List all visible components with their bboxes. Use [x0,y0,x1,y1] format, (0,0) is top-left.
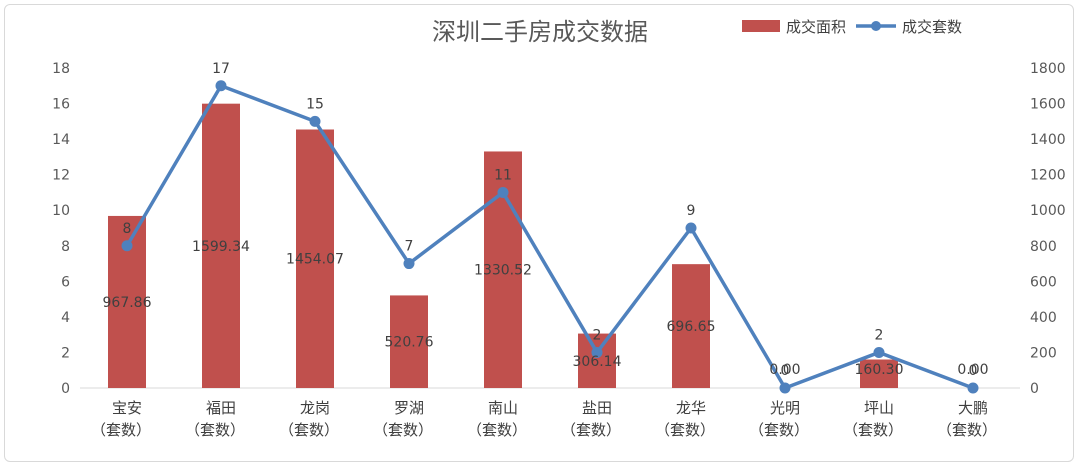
right-tick-label: 1200 [1030,168,1066,184]
line-series [121,80,979,394]
chart-title: 深圳二手房成交数据 [432,18,648,46]
bar-value-label: 0.00 [957,362,988,378]
bar [672,264,710,388]
category-sublabel: （套数） [561,421,621,439]
left-tick-label: 2 [61,345,70,361]
left-tick-label: 8 [61,239,70,255]
right-tick-label: 600 [1030,274,1057,290]
line-point [591,346,603,358]
bar-value-label: 696.65 [667,319,716,335]
bar-value-label: 0.00 [769,362,800,378]
right-tick-label: 0 [1030,381,1039,397]
left-tick-label: 4 [61,310,70,326]
bar-value-label: 967.86 [103,295,152,311]
legend-line-label: 成交套数 [902,18,962,36]
category-labels: 宝安 （套数） 福田 （套数） 龙岗 （套数） 罗湖 （套数） 南山 （套数） 盐田 （套数） 龙华 （套… [91,399,997,439]
line-value-label: 7 [405,239,414,255]
category-label: 龙华 [676,399,706,417]
series-line [125,84,974,390]
line-point [967,382,979,394]
right-tick-label: 1000 [1030,203,1066,219]
legend-bar-label: 成交面积 [786,18,846,36]
line-value-label: 2 [875,327,884,343]
line-value-label: 17 [212,61,230,77]
category-label: 宝安 [112,399,142,417]
right-tick-label: 800 [1030,239,1057,255]
left-tick-label: 18 [52,61,70,77]
category-sublabel: （套数） [937,421,997,439]
category-sublabel: （套数） [843,421,903,439]
category-sublabel: （套数） [185,421,245,439]
right-tick-label: 1400 [1030,132,1066,148]
line-point [309,115,321,127]
bar [296,129,334,389]
left-axis: 0 2 4 6 8 10 12 14 16 18 [52,61,70,397]
bar [860,359,898,388]
left-tick-label: 12 [52,168,70,184]
category-sublabel: （套数） [655,421,715,439]
left-tick-label: 14 [52,132,70,148]
line-point [215,80,227,92]
line-value-label: 0 [969,363,978,379]
category-label: 光明 [770,399,800,417]
category-label: 大鹏 [958,399,988,417]
line-point [779,382,791,394]
category-label: 龙岗 [300,399,330,417]
legend-line-marker [871,21,881,31]
bar-value-label: 520.76 [385,335,434,351]
line-point [873,346,885,358]
legend-bar-swatch [742,20,780,32]
data-labels: 967.86 1599.34 1454.07 520.76 1330.52 306.14 6… [103,61,989,379]
category-label: 南山 [488,399,518,417]
bar-value-label: 160.30 [855,362,904,378]
bar-value-label: 306.14 [573,354,622,370]
bar-value-label: 1599.34 [192,239,250,255]
category-sublabel: （套数） [467,421,527,439]
line-point [403,258,415,270]
line-value-label: 2 [593,327,602,343]
right-tick-label: 1800 [1030,61,1066,77]
left-tick-label: 0 [61,381,70,397]
category-label: 坪山 [864,399,894,417]
right-axis: 0 200 400 600 800 1000 1200 1400 1600 1800 [1030,61,1066,397]
bar [202,103,240,389]
bar-value-label: 1330.52 [474,263,532,279]
bar-series [108,103,898,389]
line-point [121,240,133,252]
line-point [497,186,509,198]
right-tick-label: 200 [1030,345,1057,361]
line-value-label: 9 [687,203,696,219]
category-sublabel: （套数） [279,421,339,439]
bar [390,295,428,388]
category-sublabel: （套数） [91,421,151,439]
left-tick-label: 16 [52,97,70,113]
line-value-label: 15 [306,96,324,112]
bar-value-label: 1454.07 [286,252,344,268]
left-tick-label: 10 [52,203,70,219]
line-value-label: 8 [123,221,132,237]
category-sublabel: （套数） [373,421,433,439]
category-sublabel: （套数） [749,421,809,439]
right-tick-label: 400 [1030,310,1057,326]
line-point [685,222,697,234]
category-label: 盐田 [582,399,612,417]
left-tick-label: 6 [61,274,70,290]
right-tick-label: 1600 [1030,97,1066,113]
legend: 成交面积 成交套数 [742,18,962,36]
bar [578,333,616,388]
category-label: 福田 [206,399,236,417]
line-value-label: 0 [781,363,790,379]
line-value-label: 11 [494,167,512,183]
category-label: 罗湖 [394,399,424,417]
